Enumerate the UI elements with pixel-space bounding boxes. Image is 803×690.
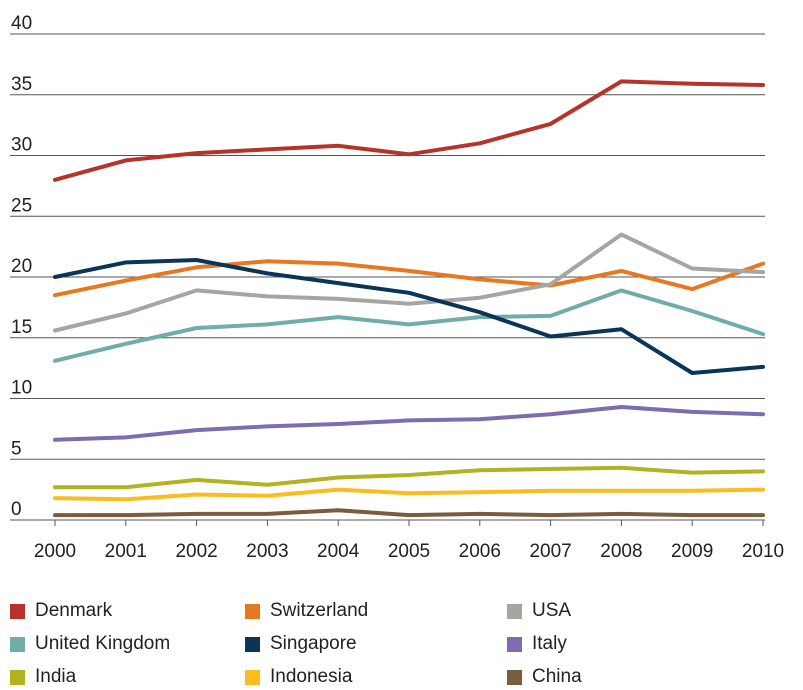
y-tick-label: 35 — [11, 74, 32, 95]
legend-swatch — [507, 603, 522, 619]
series-line-switzerland — [53, 259, 765, 298]
legend-swatch — [10, 636, 25, 652]
legend-label: Italy — [532, 633, 567, 654]
y-tick-label: 5 — [11, 438, 22, 459]
legend-label: Singapore — [270, 633, 357, 654]
y-tick-label: 15 — [11, 317, 32, 338]
legend-swatch — [245, 669, 260, 685]
series-line-indonesia — [53, 487, 765, 502]
legend-label: Switzerland — [270, 600, 369, 621]
legend-swatch — [245, 603, 260, 619]
x-tick-label: 2005 — [388, 541, 430, 562]
x-tick-label: 2006 — [459, 541, 501, 562]
series-line-usa — [53, 232, 765, 333]
legend-label: Denmark — [35, 600, 113, 621]
legend-item-india: India — [10, 664, 76, 690]
legend-swatch — [10, 669, 25, 685]
x-tick-label: 2001 — [105, 541, 147, 562]
legend-swatch — [507, 669, 522, 685]
series-line-india — [53, 465, 765, 490]
legend-label: United Kingdom — [35, 633, 171, 654]
legend-item-china: China — [507, 664, 582, 690]
legend-item-switzerland: Switzerland — [245, 598, 368, 624]
chart-series-lines — [53, 79, 765, 518]
y-tick-label: 0 — [11, 499, 22, 520]
series-line-denmark — [53, 79, 765, 182]
legend-swatch — [245, 636, 260, 652]
x-tick-label: 2007 — [529, 541, 571, 562]
legend-item-united-kingdom: United Kingdom — [10, 631, 170, 657]
y-tick-label: 40 — [11, 13, 32, 34]
y-tick-label: 25 — [11, 195, 32, 216]
y-tick-label: 20 — [11, 256, 32, 277]
legend-item-singapore: Singapore — [245, 631, 357, 657]
legend-item-usa: USA — [507, 598, 571, 624]
y-tick-label: 10 — [11, 378, 32, 399]
x-tick-label: 2008 — [600, 541, 642, 562]
legend-label: Indonesia — [270, 666, 353, 687]
legend-swatch — [507, 636, 522, 652]
y-tick-label: 30 — [11, 135, 32, 156]
legend-item-indonesia: Indonesia — [245, 664, 352, 690]
x-tick-label: 2009 — [671, 541, 713, 562]
legend-label: USA — [532, 600, 572, 621]
x-tick-label: 2002 — [175, 541, 217, 562]
x-tick-label: 2004 — [317, 541, 360, 562]
x-tick-label: 2003 — [246, 541, 288, 562]
series-line-united-kingdom — [53, 288, 765, 363]
x-tick-label: 2010 — [742, 541, 784, 562]
x-axis-ticks: 2000 2001 2002 2003 2004 2005 2006 2007 2008 2009… — [34, 520, 784, 562]
legend-swatch — [10, 603, 25, 619]
legend-label: India — [35, 666, 77, 687]
legend-item-italy: Italy — [507, 631, 567, 657]
series-line-singapore — [53, 258, 765, 375]
y-axis-ticks: 0 5 10 15 20 25 30 35 40 — [11, 13, 32, 520]
series-line-italy — [53, 405, 765, 442]
x-tick-label: 2000 — [34, 541, 76, 562]
legend-item-denmark: Denmark — [10, 598, 112, 624]
legend-label: China — [532, 666, 582, 687]
series-line-china — [53, 508, 765, 518]
